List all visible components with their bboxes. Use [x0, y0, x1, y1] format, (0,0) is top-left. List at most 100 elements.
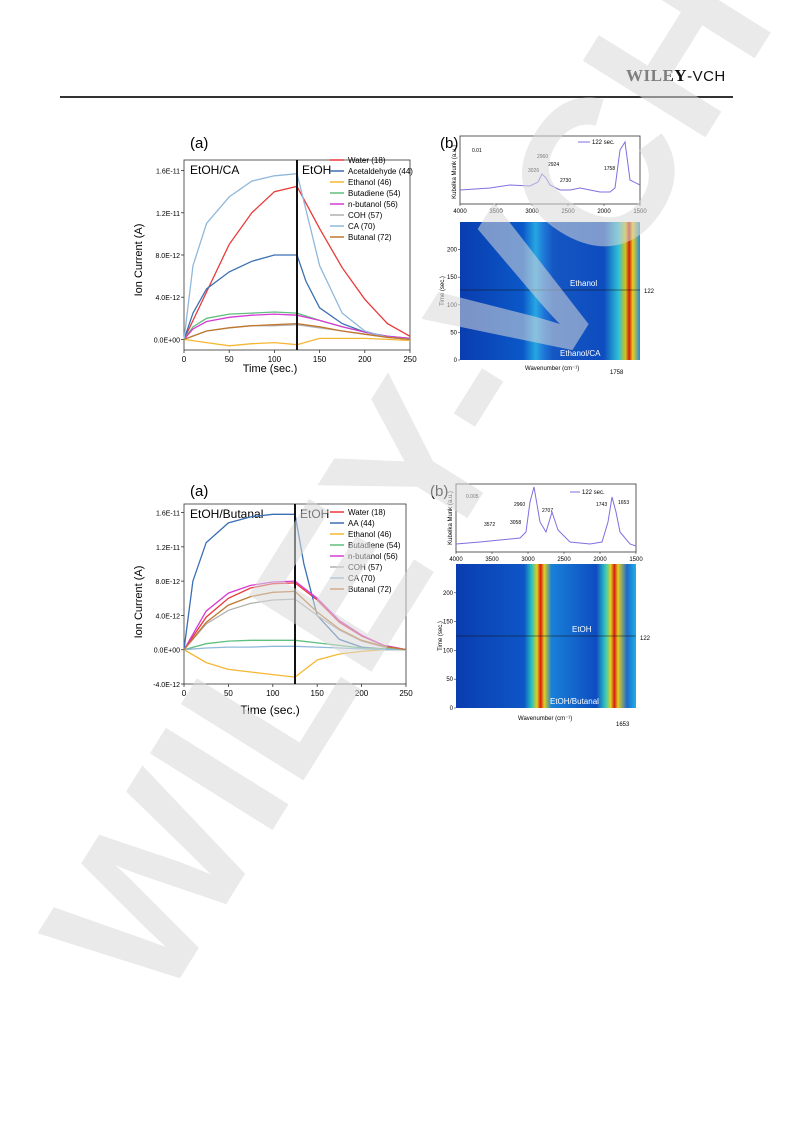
legend-entry: Butanal (72) — [348, 585, 392, 594]
spectrum-legend: 122 sec. — [582, 490, 605, 496]
legend-entry: n-butanol (56) — [348, 552, 398, 561]
legend-1: Water (18) Acetaldehyde (44) Ethanol (46) B… — [330, 156, 413, 242]
legend-2: Water (18) AA (44) Ethanol (46) Butadiene (… — [330, 508, 401, 594]
legend-entry: n-butanol (56) — [348, 200, 398, 209]
spectrum-x-tick-label: 4000 — [449, 557, 463, 563]
right-region-label: EtOH — [300, 507, 329, 521]
legend-entry: Butadiene (54) — [348, 541, 401, 550]
x-tick-label: 50 — [224, 689, 233, 698]
publisher-logo: WILEY-VCH — [626, 66, 726, 86]
x-tick-label: 200 — [355, 689, 369, 698]
map-y-tick-label: 0 — [454, 358, 458, 364]
publisher-main: WILEY — [626, 66, 688, 85]
map-bottom-region: EtOH/Butanal — [550, 697, 599, 706]
marker-time-label: 122 — [644, 289, 655, 295]
peak-1653: 1653 — [618, 500, 629, 506]
x-axis-label: Time (sec.) — [240, 703, 300, 717]
ion-current-plot-2: 0 50 100 150 200 250 -4.0E-12 0.0E+00 4.0E-12 8.0… — [153, 503, 413, 698]
y-tick-label: 0.0E+00 — [154, 648, 180, 655]
legend-entry: CA (70) — [348, 574, 375, 583]
x-tick-label: 0 — [182, 355, 187, 364]
legend-entry: COH (57) — [348, 563, 383, 572]
peak-2707: 2707 — [542, 508, 553, 514]
marker-wn-label: 1758 — [610, 370, 624, 376]
map-top-region: EtOH — [572, 625, 592, 634]
panel-a-label: (a) — [190, 135, 208, 152]
left-region-label: EtOH/Butanal — [190, 507, 263, 521]
spectrum-line — [455, 486, 637, 547]
x-tick-label: 150 — [311, 689, 325, 698]
spectrum-x-tick-label: 3500 — [489, 209, 503, 215]
x-tick-label: 150 — [313, 355, 327, 364]
legend-entry: Water (18) — [348, 508, 386, 517]
spectrum-frame — [455, 483, 637, 553]
y-tick-label: 4.0E-12 — [155, 613, 180, 620]
map-x-label: Wavenumber (cm⁻¹) — [518, 716, 572, 722]
right-region-label: EtOH — [302, 163, 331, 177]
map-bottom-region: Ethanol/CA — [560, 349, 601, 358]
spectrum-x-tick-label: 2000 — [593, 557, 607, 563]
header-rule — [60, 96, 733, 98]
time-resolved-map — [460, 222, 640, 360]
x-axis-label: Time (sec.) — [243, 363, 298, 375]
map-y-tick-label: 150 — [443, 620, 454, 626]
marker-time-label: 122 — [640, 636, 651, 642]
x-tick-label: 250 — [403, 355, 417, 364]
spectrum-x-ticks: 4000 3500 3000 2500 2000 1500 — [449, 552, 643, 563]
map-y-tick-label: 100 — [447, 303, 458, 309]
map-y-tick-label: 200 — [443, 591, 454, 597]
legend-entry: COH (57) — [348, 211, 383, 220]
x-tick-label: 250 — [399, 689, 413, 698]
panel-a-label: (a) — [190, 483, 208, 500]
y-axis-label: Ion Current (A) — [133, 224, 145, 297]
legend-entry: Acetaldehyde (44) — [348, 167, 413, 176]
y-tick-label: 8.0E-12 — [155, 253, 180, 260]
kubelka-munk-label: Kubelka Munk (a.u.) — [452, 145, 458, 199]
legend-entry: Ethanol (46) — [348, 530, 392, 539]
spectrum-x-tick-label: 3500 — [485, 557, 499, 563]
figure-2-panel-a: (a) EtOH/Butanal EtOH 0 50 100 150 200 250 -4.… — [133, 483, 413, 717]
peak-2924: 2924 — [548, 162, 559, 168]
spectrum-x-tick-label: 3000 — [521, 557, 535, 563]
map-y-tick-label: 50 — [446, 677, 453, 683]
marker-wn-label: 1653 — [616, 722, 630, 728]
y-tick-label: 1.6E-11 — [156, 169, 180, 176]
figure-1: (a) EtOH/CA EtOH 0 50 100 150 200 250 0.0E+00 4… — [130, 130, 690, 390]
x-tick-label: 200 — [358, 355, 372, 364]
y-tick-label: -4.0E-12 — [153, 682, 180, 689]
peak-2960: 2960 — [537, 154, 548, 160]
peak-3572: 3572 — [484, 522, 495, 528]
spectrum-x-tick-label: 2500 — [561, 209, 575, 215]
spectrum-frame — [459, 135, 641, 205]
legend-entry: CA (70) — [348, 222, 375, 231]
peak-3058: 3058 — [510, 520, 521, 526]
kubelka-munk-label: Kubelka Munk (a.u.) — [448, 491, 454, 545]
legend-entry: AA (44) — [348, 519, 375, 528]
spectrum-x-tick-label: 2000 — [597, 209, 611, 215]
spectrum-x-tick-label: 4000 — [453, 209, 467, 215]
y-tick-label: 1.2E-11 — [156, 211, 180, 218]
x-tick-label: 0 — [182, 689, 187, 698]
spectrum-x-tick-label: 2500 — [557, 557, 571, 563]
spectrum-x-ticks: 4000 3500 3000 2500 2000 1500 — [453, 204, 647, 215]
peak-3026: 3026 — [528, 168, 539, 174]
x-tick-label: 100 — [268, 355, 282, 364]
figure-2: (a) EtOH/Butanal EtOH 0 50 100 150 200 250 -4.… — [130, 482, 690, 732]
legend-entry: Water (18) — [348, 156, 386, 165]
peak-2730: 2730 — [560, 178, 571, 184]
ion-current-plot-1: 0 50 100 150 200 250 0.0E+00 4.0E-12 8.0E-12 1.2E… — [154, 159, 417, 364]
series-line-4 — [183, 313, 411, 340]
spectrum-x-tick-label: 1500 — [629, 557, 643, 563]
y-tick-label: 1.2E-11 — [156, 545, 180, 552]
map-y-ticks: 0 50 100 150 200 — [447, 248, 460, 364]
map-y-tick-label: 100 — [443, 648, 454, 654]
map-x-label: Wavenumber (cm⁻¹) — [525, 366, 579, 372]
map-y-ticks: 0 50 100 150 200 — [443, 591, 456, 712]
peak-1743: 1743 — [596, 502, 607, 508]
y-tick-label: 1.6E-11 — [156, 511, 180, 518]
map-y-tick-label: 150 — [447, 275, 458, 281]
spectrum-x-tick-label: 3000 — [525, 209, 539, 215]
peak-2960: 2960 — [514, 502, 525, 508]
y-axis-label: Ion Current (A) — [133, 566, 145, 639]
figure-1-panel-b: (b) Kubelka Munk (a.u.) 0.01 122 sec. 30… — [440, 135, 655, 376]
